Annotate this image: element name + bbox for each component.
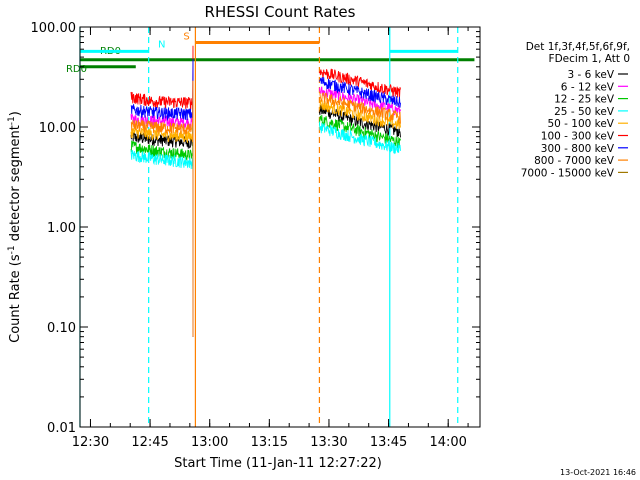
y-axis: 0.01 0.10 1.00 10.00 100.00 [31,21,480,436]
series-line [130,98,194,337]
x-tick-label: 13:45 [370,435,407,450]
x-tick-label: 14:00 [429,435,466,450]
series-line [318,114,401,149]
timestamp: 13-Oct-2021 16:46 [560,468,636,477]
legend-entry: 800 - 7000 keV [534,155,615,167]
y-axis-label-part: Count Rate (s [8,254,23,343]
x-tick-label: 13:30 [310,435,347,450]
x-axis-label: Start Time (11-Jan-11 12:27:22) [174,456,382,471]
series-line [318,100,401,130]
legend-entry: 7000 - 15000 keV [521,167,615,179]
x-axis: 12:30 12:45 13:00 13:15 13:30 13:45 14:00 [72,27,469,450]
series-line [318,91,401,124]
state-bar-label: S [183,31,189,42]
series-line [318,68,401,99]
event-lines [79,27,459,427]
x-tick-label: 12:45 [131,435,168,450]
series-line [318,86,401,116]
series-line [130,80,194,337]
series-line [130,45,194,337]
y-axis-label-part: -1 [7,245,17,254]
x-tick-label: 13:15 [251,435,288,450]
series-line [318,121,401,155]
y-axis-label-part: ) [8,111,23,116]
series-line [319,77,401,108]
legend-entry: 3 - 6 keV [567,69,614,81]
state-bar-label: RD0 [66,64,87,75]
legend-entry: 12 - 25 keV [554,94,615,106]
y-axis-label-part: detector segment [8,125,23,245]
series-line [130,83,194,337]
legend-entry: 6 - 12 keV [561,81,615,93]
y-axis-label-part: -1 [7,116,17,125]
y-tick-label: 10.00 [39,121,76,136]
y-tick-label: 100.00 [31,21,77,36]
legend-entry: 100 - 300 keV [541,131,615,143]
legend: Det 1f,3f,4f,5f,6f,9f,FDecim 1, Att 0 3 -… [521,41,630,179]
x-tick-label: 13:00 [191,435,228,450]
x-tick-label: 12:30 [72,435,109,450]
legend-entry: 50 - 100 keV [547,118,614,130]
data-series [130,45,401,337]
plot-frame [79,26,481,428]
legend-entry: 300 - 800 keV [541,143,615,155]
series-line [130,85,194,337]
legend-entry: 25 - 50 keV [554,106,615,118]
series-line [130,106,194,337]
state-bar-label: N [158,39,165,50]
legend-header: Det 1f,3f,4f,5f,6f,9f, [526,41,630,53]
y-tick-label: 0.10 [47,321,76,336]
y-tick-label: 0.01 [47,421,76,436]
chart-title: RHESSI Count Rates [205,3,356,21]
series-line [130,59,194,337]
attenuator-annotations: RD0RD0NS [66,31,475,75]
y-tick-label: 1.00 [47,221,76,236]
legend-header: FDecim 1, Att 0 [549,53,630,65]
y-axis-label: Count Rate (s-1 detector segment-1) [7,111,23,343]
